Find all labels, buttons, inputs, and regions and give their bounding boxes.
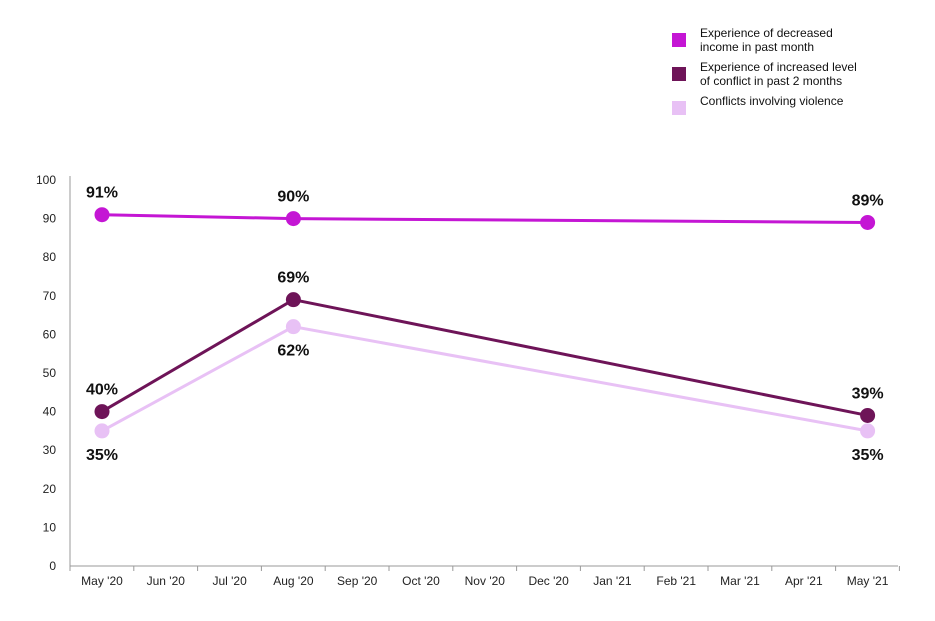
x-tick-label: Apr '21 bbox=[785, 574, 823, 588]
x-tick-label: Aug '20 bbox=[273, 574, 314, 588]
data-point bbox=[860, 407, 876, 423]
data-label: 39% bbox=[852, 385, 884, 402]
legend-label: Conflicts involving violence bbox=[700, 94, 844, 108]
series-line bbox=[101, 213, 868, 224]
series-line bbox=[101, 298, 868, 417]
data-point bbox=[860, 423, 876, 439]
legend-label: Experience of decreased income in past m… bbox=[700, 26, 833, 54]
x-tick-label: Feb '21 bbox=[656, 574, 696, 588]
x-tick-label: May '21 bbox=[847, 574, 889, 588]
series-line bbox=[101, 325, 868, 433]
x-tick-label: Oct '20 bbox=[402, 574, 440, 588]
legend: Experience of decreased income in past m… bbox=[672, 26, 912, 121]
data-label: 62% bbox=[277, 343, 309, 360]
data-point bbox=[285, 319, 301, 335]
data-label: 69% bbox=[277, 270, 309, 287]
data-labels: 35% 62% 35% 40% 69% 39% 91% 90% 89% bbox=[86, 185, 884, 464]
data-label: 35% bbox=[86, 447, 118, 464]
y-tick-label: 30 bbox=[43, 443, 57, 457]
y-tick-label: 0 bbox=[49, 559, 56, 573]
y-tick-label: 50 bbox=[43, 366, 57, 380]
x-axis: May '20 Jun '20 Jul '20 Aug '20 Sep '20 Oct '… bbox=[69, 565, 900, 588]
data-label: 90% bbox=[277, 189, 309, 206]
data-point bbox=[285, 211, 301, 227]
legend-swatch bbox=[672, 101, 686, 115]
y-tick-label: 40 bbox=[43, 405, 57, 419]
y-tick-label: 70 bbox=[43, 289, 57, 303]
x-tick-label: Mar '21 bbox=[720, 574, 760, 588]
y-axis: 0 10 20 30 40 50 60 70 80 90 100 bbox=[36, 173, 71, 573]
data-label: 91% bbox=[86, 185, 118, 202]
legend-item-decreased-income: Experience of decreased income in past m… bbox=[672, 26, 912, 54]
data-label: 40% bbox=[86, 382, 118, 399]
legend-item-violent-conflicts: Conflicts involving violence bbox=[672, 94, 912, 115]
data-point bbox=[94, 404, 110, 420]
y-tick-label: 100 bbox=[36, 173, 56, 187]
legend-item-increased-conflict: Experience of increased level of conflic… bbox=[672, 60, 912, 88]
x-tick-label: Jun '20 bbox=[147, 574, 186, 588]
data-label: 89% bbox=[852, 192, 884, 209]
x-tick-label: Jul '20 bbox=[212, 574, 247, 588]
series-points bbox=[94, 207, 876, 439]
x-tick-label: Jan '21 bbox=[593, 574, 632, 588]
data-point bbox=[94, 207, 110, 223]
legend-swatch bbox=[672, 67, 686, 81]
data-point bbox=[94, 423, 110, 439]
y-tick-label: 20 bbox=[43, 482, 57, 496]
data-label: 35% bbox=[852, 447, 884, 464]
data-point bbox=[860, 214, 876, 230]
x-tick-label: Nov '20 bbox=[465, 574, 506, 588]
data-point bbox=[285, 292, 301, 308]
x-tick-label: Dec '20 bbox=[528, 574, 569, 588]
legend-swatch bbox=[672, 33, 686, 47]
y-tick-label: 10 bbox=[43, 520, 57, 534]
y-tick-label: 90 bbox=[43, 212, 57, 226]
y-tick-label: 60 bbox=[43, 327, 57, 341]
x-tick-label: Sep '20 bbox=[337, 574, 378, 588]
y-tick-label: 80 bbox=[43, 250, 57, 264]
x-tick-label: May '20 bbox=[81, 574, 123, 588]
series-lines bbox=[101, 213, 868, 433]
legend-label: Experience of increased level of conflic… bbox=[700, 60, 857, 88]
